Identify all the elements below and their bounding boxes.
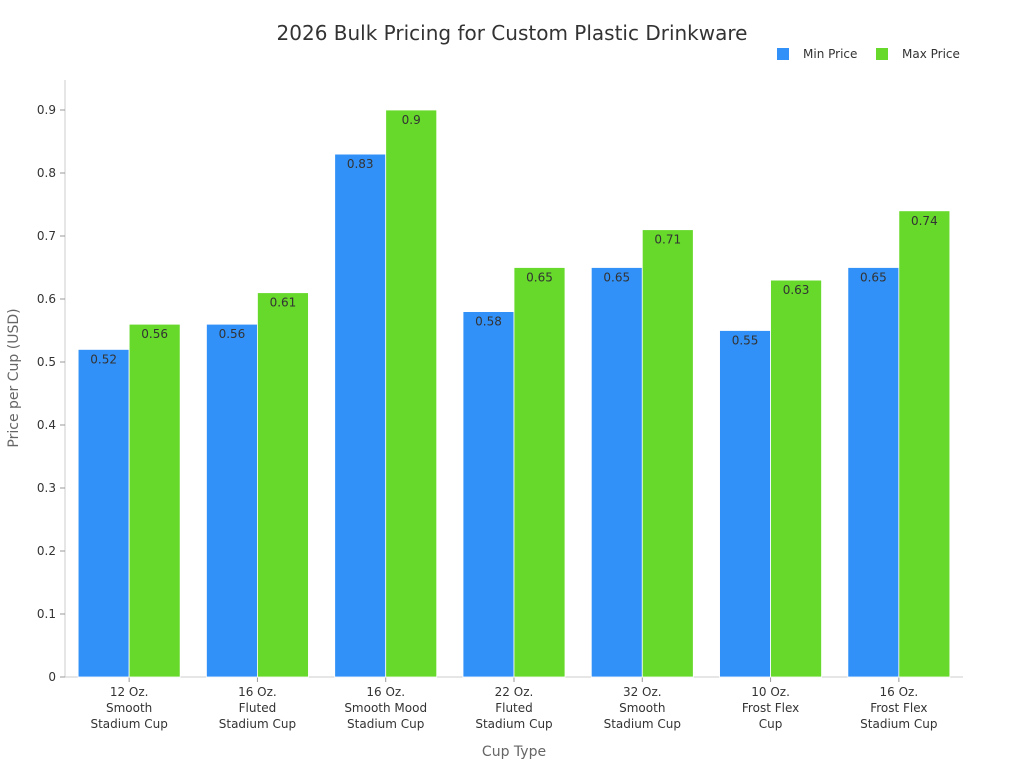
data-label: 0.55 (732, 334, 759, 348)
bar-max-price (513, 267, 566, 678)
y-tick-label: 0.7 (37, 229, 56, 243)
x-tick-label: 12 Oz. Smooth Stadium Cup (90, 685, 167, 731)
x-tick-label: 16 Oz. Fluted Stadium Cup (219, 685, 296, 731)
data-label: 0.65 (526, 271, 553, 285)
chart-title: 2026 Bulk Pricing for Custom Plastic Dri… (277, 21, 748, 45)
bar-min-price (77, 348, 130, 678)
bar-max-price (257, 292, 309, 678)
data-label: 0.52 (90, 352, 117, 366)
legend-label: Min Price (803, 47, 857, 61)
data-label: 0.74 (911, 214, 938, 228)
data-label: 0.71 (654, 233, 681, 247)
data-label: 0.65 (860, 271, 887, 285)
legend-swatch (777, 48, 789, 60)
bar-min-price (334, 153, 387, 678)
x-tick-label: 32 Oz. Smooth Stadium Cup (604, 685, 681, 731)
bar-max-price (770, 279, 822, 678)
data-label: 0.63 (783, 283, 810, 297)
data-label: 0.56 (219, 327, 246, 341)
y-tick-label: 0.8 (37, 166, 56, 180)
axes: 0 0.1 0.2 0.3 0.4 0.5 0.6 0.7 0.8 0.9 12 Oz. Smooth… (37, 80, 963, 731)
data-label: 0.58 (475, 315, 502, 329)
x-tick-label: 16 Oz. Frost Flex Stadium Cup (860, 685, 937, 731)
bar-max-price (385, 109, 438, 678)
bar-max-price (898, 210, 951, 678)
x-axis-label: Cup Type (482, 744, 546, 760)
y-tick-label: 0.2 (37, 544, 56, 558)
bar-min-price (847, 267, 900, 678)
y-tick-label: 0.9 (37, 103, 56, 117)
legend-swatch (876, 48, 888, 60)
y-tick-label: 0.4 (37, 418, 56, 432)
y-tick-label: 0.5 (37, 355, 56, 369)
legend-label: Max Price (902, 47, 960, 61)
bar-min-price (462, 311, 515, 678)
data-label: 0.83 (347, 157, 374, 171)
x-tick-label: 16 Oz. Smooth Mood Stadium Cup (344, 685, 427, 731)
data-label: 0.9 (402, 113, 421, 127)
bar-min-price (719, 330, 771, 678)
data-label: 0.56 (141, 327, 168, 341)
bar-max-price (128, 323, 181, 678)
x-tick-label: 22 Oz. Fluted Stadium Cup (475, 685, 552, 731)
y-tick-label: 0.1 (37, 607, 56, 621)
bar-min-price (590, 267, 643, 678)
y-tick-label: 0.3 (37, 481, 56, 495)
data-label: 0.65 (603, 271, 630, 285)
y-tick-label: 0 (48, 670, 56, 684)
legend: Min Price Max Price (777, 47, 960, 61)
bars: 0.52 0.56 0.56 0.61 0.83 0.9 0.58 0.65 0.65 0.71 0… (77, 109, 951, 678)
bar-max-price (641, 229, 694, 678)
y-axis-label: Price per Cup (USD) (6, 308, 22, 447)
data-label: 0.61 (270, 296, 297, 310)
bar-min-price (206, 323, 258, 678)
x-tick-label: 10 Oz. Frost Flex Cup (742, 685, 799, 731)
y-tick-label: 0.6 (37, 292, 56, 306)
